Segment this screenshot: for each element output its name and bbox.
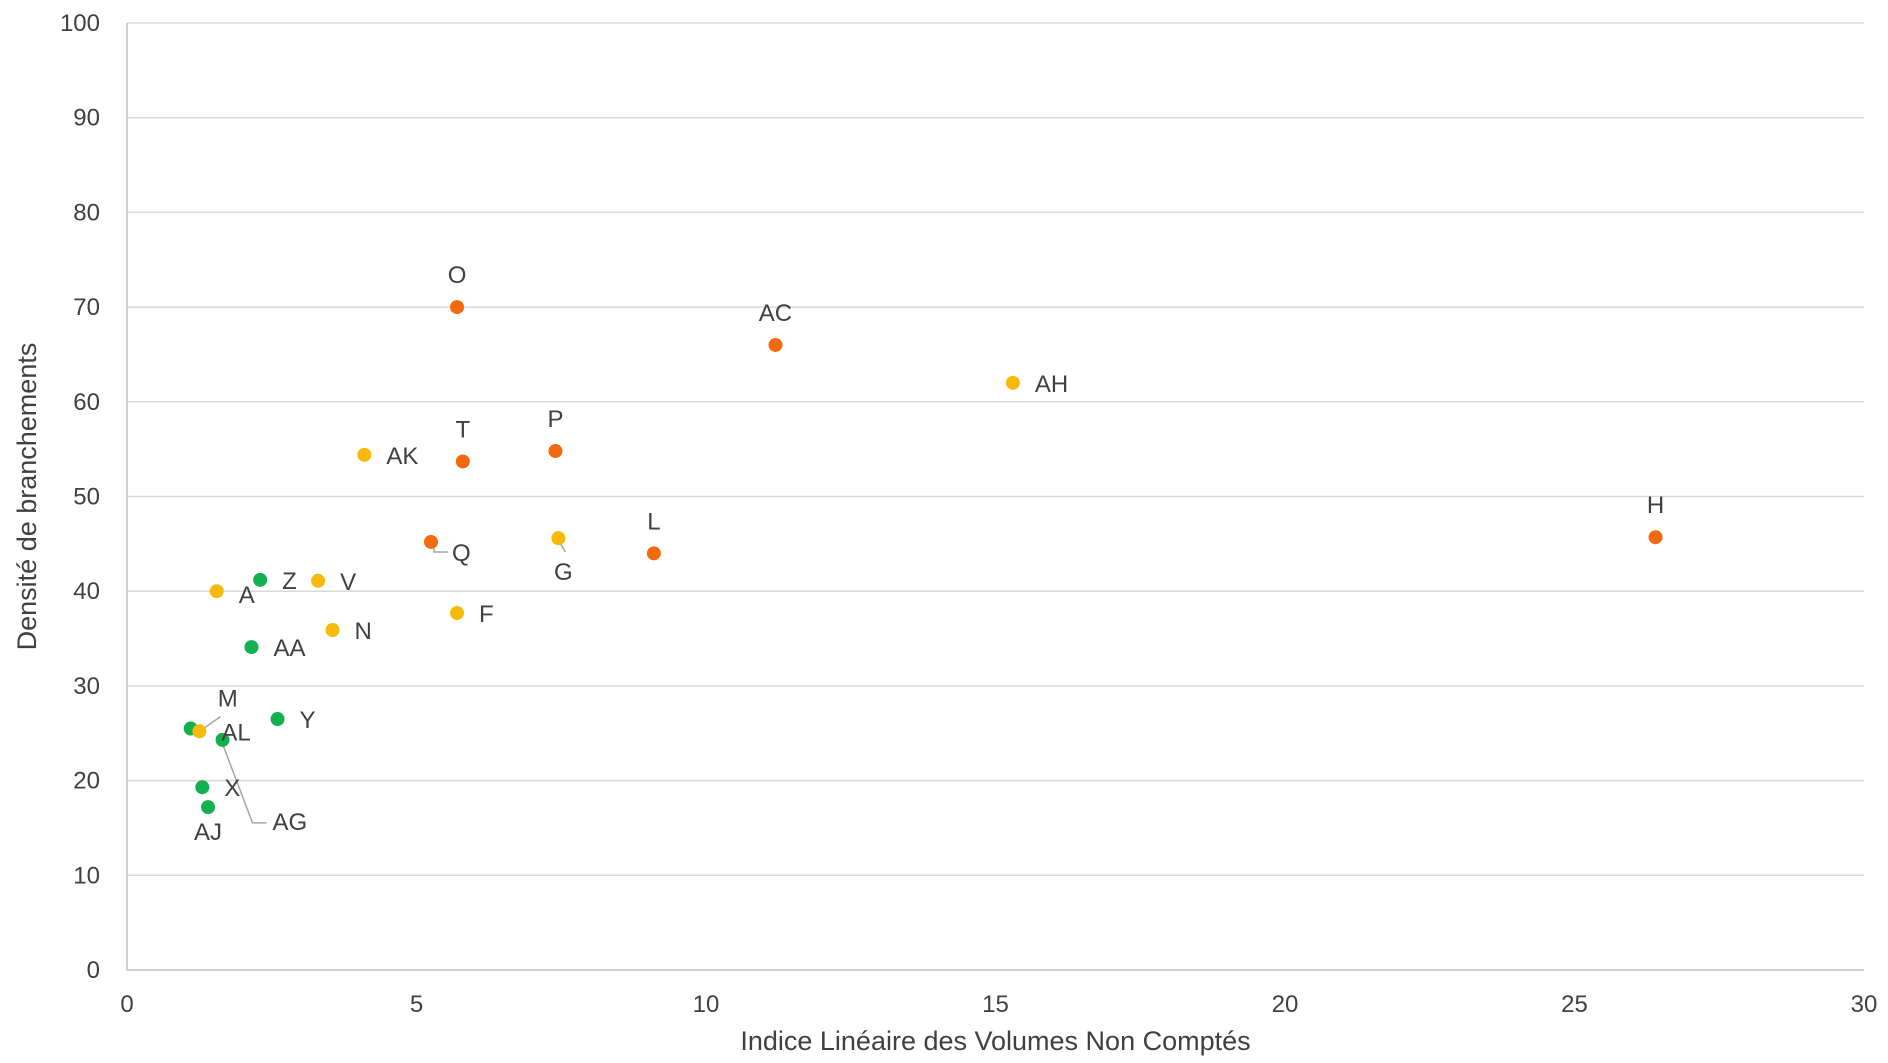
point-label-f: F bbox=[479, 601, 494, 628]
point-label-g: G bbox=[554, 559, 573, 586]
x-tick-label: 15 bbox=[982, 991, 1009, 1018]
data-point-al bbox=[192, 724, 207, 739]
y-tick-label: 60 bbox=[73, 389, 100, 416]
data-points bbox=[183, 300, 1663, 815]
gridlines bbox=[127, 22, 1864, 877]
x-tick-label: 25 bbox=[1561, 991, 1588, 1018]
point-label-z: Z bbox=[282, 568, 297, 595]
point-label-y: Y bbox=[300, 707, 316, 734]
y-tick-label: 10 bbox=[73, 862, 100, 889]
y-tick-label: 30 bbox=[73, 673, 100, 700]
data-point-v bbox=[311, 573, 326, 588]
y-tick-label: 50 bbox=[73, 484, 100, 511]
data-point-ag bbox=[215, 732, 230, 747]
data-point-y bbox=[270, 712, 285, 727]
data-point-o bbox=[450, 300, 465, 315]
data-point-ak bbox=[357, 447, 372, 462]
data-point-aj bbox=[201, 800, 216, 815]
y-tick-label: 20 bbox=[73, 768, 100, 795]
data-point-x bbox=[195, 780, 210, 795]
x-tick-label: 30 bbox=[1851, 991, 1878, 1018]
point-label-v: V bbox=[340, 569, 356, 596]
point-label-l: L bbox=[647, 508, 660, 535]
point-label-q: Q bbox=[452, 540, 471, 567]
point-label-aa: AA bbox=[273, 635, 305, 662]
data-point-g bbox=[551, 531, 566, 546]
point-label-ah: AH bbox=[1035, 371, 1068, 398]
y-tick-label: 0 bbox=[87, 957, 100, 984]
point-label-n: N bbox=[355, 618, 372, 645]
x-tick-label: 10 bbox=[693, 991, 720, 1018]
data-point-aa bbox=[244, 640, 259, 655]
data-point-ah bbox=[1005, 375, 1020, 390]
data-point-f bbox=[450, 605, 465, 620]
y-tick-label: 70 bbox=[73, 294, 100, 321]
data-point-t bbox=[455, 454, 470, 469]
tick-labels: 0 10 20 30 40 50 60 70 80 90 100 0 5 10 15 20 25 30 bbox=[60, 10, 1877, 1018]
data-point-h bbox=[1648, 530, 1663, 545]
x-tick-label: 0 bbox=[120, 991, 133, 1018]
point-labels: O AC AH T P AK H L Q G Z V A F N AA Y M AL AG XAJ bbox=[194, 262, 1664, 846]
y-tick-label: 40 bbox=[73, 578, 100, 605]
axes bbox=[126, 23, 1864, 971]
x-tick-label: 5 bbox=[410, 991, 423, 1018]
data-point-z bbox=[253, 572, 268, 587]
y-tick-label: 100 bbox=[60, 10, 100, 37]
point-label-t: T bbox=[455, 416, 470, 443]
point-label-p: P bbox=[547, 406, 563, 433]
point-label-o: O bbox=[448, 262, 467, 289]
y-tick-label: 90 bbox=[73, 105, 100, 132]
data-point-p bbox=[548, 444, 563, 459]
point-label-h: H bbox=[1647, 492, 1664, 519]
point-label-ac: AC bbox=[759, 300, 792, 327]
y-axis-title: Densité de branchements bbox=[12, 343, 42, 651]
x-tick-label: 20 bbox=[1272, 991, 1299, 1018]
point-label-ag: AG bbox=[273, 809, 308, 836]
point-label-ak: AK bbox=[386, 443, 418, 470]
data-point-n bbox=[325, 623, 340, 638]
x-axis-title: Indice Linéaire des Volumes Non Comptés bbox=[740, 1026, 1250, 1056]
data-point-a bbox=[209, 584, 224, 599]
leader-line-g bbox=[559, 542, 567, 553]
data-point-q bbox=[423, 534, 438, 549]
point-label-x: X bbox=[224, 775, 240, 802]
point-label-al: AL bbox=[221, 719, 250, 746]
label-leader-lines bbox=[200, 542, 567, 824]
y-tick-label: 80 bbox=[73, 199, 100, 226]
leader-line-ag bbox=[221, 743, 267, 824]
data-point-ac bbox=[768, 337, 783, 352]
point-label-a: A bbox=[239, 582, 255, 609]
point-label-aj: AJ bbox=[194, 819, 222, 846]
data-point-l bbox=[646, 546, 661, 561]
point-label-m: M bbox=[218, 686, 238, 713]
